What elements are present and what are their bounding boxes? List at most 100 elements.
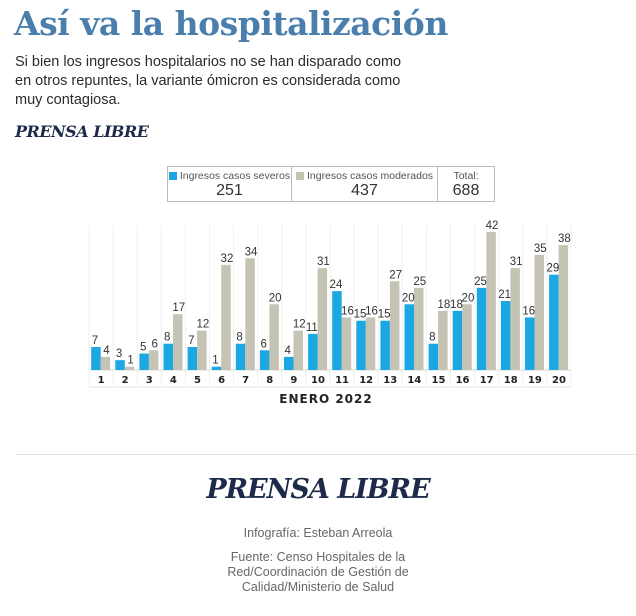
data-label-severe: 4 — [285, 345, 292, 357]
bar-moderate — [221, 264, 231, 370]
x-tick-label: 20 — [552, 375, 566, 386]
bar-severe — [259, 350, 270, 370]
data-label-moderate: 32 — [221, 253, 234, 265]
bar-severe — [235, 343, 246, 370]
bar-severe — [139, 353, 149, 370]
bar-moderate — [486, 232, 496, 370]
moderate-swatch-icon — [295, 172, 304, 180]
data-label-severe: 6 — [260, 338, 266, 350]
data-label-moderate: 17 — [172, 302, 185, 314]
data-label-severe: 11 — [306, 322, 318, 334]
bar-moderate — [438, 310, 448, 370]
x-tick-label: 3 — [146, 375, 153, 386]
x-tick-label: 15 — [431, 375, 445, 386]
x-tick-label: 9 — [290, 375, 297, 386]
bar-moderate — [269, 304, 279, 370]
bar-severe — [525, 317, 535, 370]
data-label-moderate: 34 — [245, 246, 258, 258]
x-tick-label: 19 — [528, 375, 542, 386]
legend-severe: Ingresos casos severos 251 — [168, 167, 292, 201]
data-label-moderate: 18 — [437, 299, 450, 311]
data-label-moderate: 35 — [534, 243, 547, 255]
data-label-severe: 16 — [522, 305, 535, 317]
x-tick-label: 6 — [218, 375, 225, 386]
bar-severe — [428, 343, 439, 370]
x-tick-label: 1 — [98, 375, 105, 386]
divider — [15, 454, 636, 455]
data-label-moderate: 20 — [462, 292, 475, 304]
legend-total: Total: 688 — [438, 167, 494, 201]
bar-moderate — [341, 317, 352, 370]
data-label-severe: 24 — [330, 279, 343, 291]
data-label-moderate: 4 — [103, 345, 110, 357]
data-label-severe: 15 — [354, 309, 367, 321]
data-label-moderate: 12 — [196, 319, 209, 331]
x-tick-label: 14 — [407, 375, 421, 386]
bar-severe — [308, 333, 318, 370]
severe-swatch-icon — [168, 172, 177, 180]
bar-severe — [211, 366, 222, 370]
bar-severe — [187, 347, 198, 370]
data-label-moderate: 42 — [486, 220, 499, 232]
data-label-moderate: 31 — [317, 256, 330, 268]
data-label-moderate: 38 — [558, 233, 571, 245]
bar-severe — [284, 356, 294, 370]
bar-moderate — [173, 314, 183, 370]
legend-severe-label: Ingresos casos severos — [179, 170, 291, 182]
x-tick-label: 16 — [456, 375, 470, 386]
data-label-moderate: 16 — [365, 305, 378, 317]
page-subtitle: Si bien los ingresos hospitalarios no se… — [15, 54, 402, 108]
bar-severe — [163, 343, 173, 370]
data-label-severe: 7 — [188, 335, 194, 347]
chart-legend: Ingresos casos severos 251 Ingresos caso… — [167, 166, 495, 202]
bar-severe — [549, 274, 559, 370]
bar-moderate — [389, 281, 400, 370]
data-label-moderate: 12 — [293, 319, 306, 331]
legend-moderate: Ingresos casos moderados 437 — [292, 167, 438, 201]
data-label-severe: 21 — [498, 289, 511, 301]
bar-moderate — [197, 330, 207, 370]
data-label-moderate: 25 — [413, 276, 426, 288]
bar-severe — [500, 301, 511, 370]
bar-moderate — [510, 268, 520, 370]
x-tick-label: 10 — [311, 375, 325, 386]
data-label-severe: 29 — [546, 263, 559, 275]
bar-moderate — [414, 287, 424, 370]
data-label-severe: 8 — [429, 332, 435, 344]
legend-moderate-total: 437 — [351, 182, 378, 199]
data-label-severe: 3 — [116, 348, 122, 360]
data-label-severe: 5 — [140, 342, 146, 354]
data-label-severe: 8 — [236, 332, 242, 344]
bar-moderate — [534, 255, 544, 370]
data-label-moderate: 27 — [389, 269, 402, 281]
bar-severe — [356, 320, 366, 370]
data-source: Fuente: Censo Hospitales de la Red/Coord… — [227, 550, 409, 594]
data-label-severe: 15 — [378, 309, 391, 321]
x-tick-label: 13 — [383, 375, 397, 386]
legend-severe-total: 251 — [216, 182, 243, 199]
data-label-severe: 8 — [164, 332, 170, 344]
bar-moderate — [245, 258, 255, 370]
page-title: Así va la hospitalización — [14, 4, 448, 43]
bar-moderate — [462, 304, 472, 370]
data-label-moderate: 20 — [269, 292, 282, 304]
data-label-moderate: 16 — [341, 305, 354, 317]
data-label-severe: 25 — [474, 276, 487, 288]
data-label-severe: 20 — [402, 292, 415, 304]
bar-moderate — [293, 330, 303, 370]
data-label-severe: 1 — [212, 355, 218, 367]
bar-severe — [91, 347, 101, 370]
data-label-moderate: 31 — [510, 256, 523, 268]
data-label-severe: 18 — [450, 299, 463, 311]
bar-moderate — [100, 356, 111, 370]
x-tick-label: 8 — [266, 375, 273, 386]
data-label-moderate: 6 — [151, 338, 157, 350]
x-tick-label: 17 — [480, 375, 494, 386]
bar-moderate — [365, 317, 376, 370]
x-tick-label: 12 — [359, 375, 373, 386]
x-tick-label: 11 — [335, 375, 349, 386]
bar-moderate — [317, 268, 328, 370]
bar-severe — [332, 291, 342, 370]
legend-moderate-label: Ingresos casos moderados — [306, 170, 434, 182]
